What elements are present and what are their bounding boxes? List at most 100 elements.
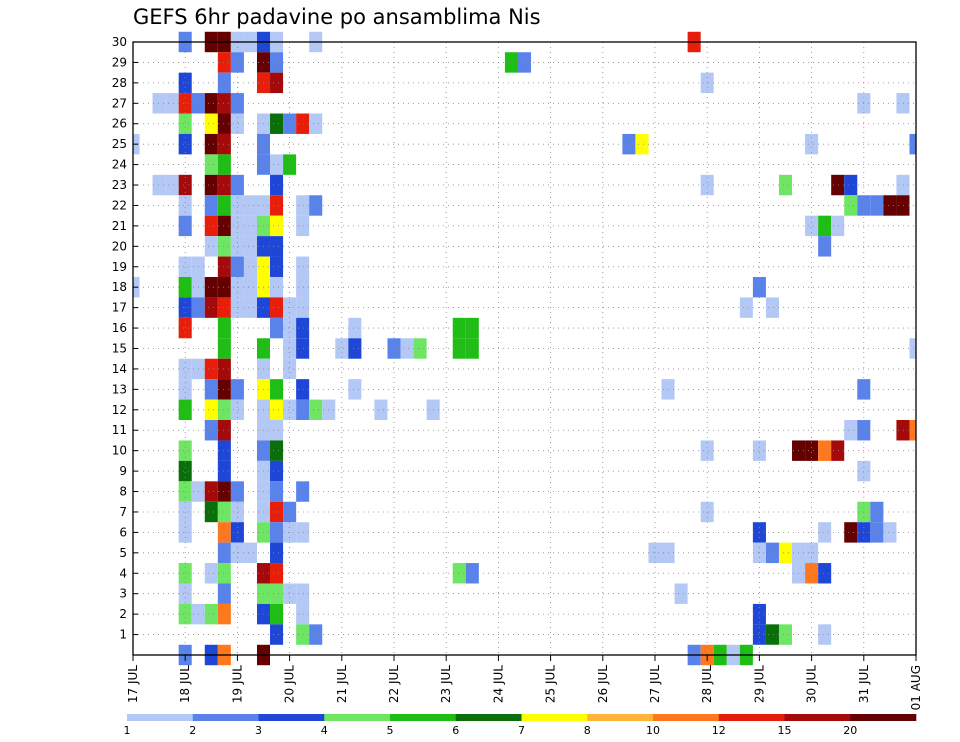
- heatmap-cell: [204, 501, 218, 523]
- heatmap-cell: [204, 195, 218, 216]
- colorbar-swatch: [127, 714, 194, 721]
- heatmap-cell: [204, 133, 218, 155]
- heatmap-cell: [296, 338, 310, 359]
- heatmap-cell: [831, 215, 845, 237]
- heatmap-cell: [178, 563, 192, 584]
- heatmap-cell: [400, 338, 414, 359]
- colorbar-swatch: [718, 714, 785, 721]
- heatmap-cell: [309, 399, 323, 421]
- heatmap-cell: [217, 195, 231, 216]
- colorbar-label: 2: [189, 724, 196, 737]
- heatmap-cell: [217, 440, 231, 461]
- heatmap-cell: [870, 195, 884, 216]
- heatmap-cell: [217, 133, 231, 155]
- heatmap-cell: [270, 379, 284, 400]
- y-tick-label: 30: [112, 35, 127, 49]
- heatmap-cell: [217, 215, 231, 237]
- heatmap-cell: [270, 174, 284, 196]
- heatmap-cell: [283, 583, 297, 604]
- heatmap-cell: [204, 603, 218, 625]
- heatmap-cell: [270, 276, 284, 298]
- heatmap-cell: [217, 379, 231, 400]
- heatmap-cell: [270, 195, 284, 216]
- heatmap-cell: [152, 174, 166, 196]
- heatmap-cell: [452, 317, 466, 339]
- heatmap-cell: [270, 236, 284, 257]
- heatmap-cell: [831, 440, 845, 461]
- heatmap-cell: [765, 624, 779, 645]
- heatmap-cell: [178, 133, 192, 155]
- heatmap-cell: [778, 542, 793, 564]
- heatmap-cell: [700, 440, 714, 461]
- heatmap-cell: [178, 501, 192, 523]
- y-tick-label: 5: [119, 546, 127, 560]
- heatmap-cell: [204, 276, 218, 298]
- heatmap-cell: [283, 317, 297, 339]
- heatmap-cell: [178, 481, 192, 502]
- y-tick-label: 19: [112, 260, 127, 274]
- heatmap-cell: [283, 501, 297, 523]
- heatmap-cell: [283, 358, 297, 380]
- colorbar-swatch: [784, 714, 851, 721]
- heatmap-cell: [270, 420, 284, 441]
- y-tick-label: 16: [112, 321, 127, 335]
- y-tick-label: 6: [119, 525, 127, 539]
- y-tick-label: 4: [119, 566, 127, 580]
- heatmap-cell: [204, 358, 218, 380]
- y-tick-label: 15: [112, 342, 127, 356]
- heatmap-cell: [296, 379, 310, 400]
- heatmap-cell: [152, 93, 166, 114]
- heatmap-cell: [348, 317, 362, 339]
- heatmap-cell: [883, 522, 897, 543]
- heatmap-cell: [204, 481, 218, 502]
- heatmap-cell: [896, 195, 910, 216]
- heatmap-cell: [752, 440, 766, 461]
- heatmap-cell: [739, 297, 753, 318]
- heatmap-cell: [870, 522, 884, 543]
- heatmap-cell: [296, 276, 310, 298]
- heatmap-cell: [296, 603, 310, 625]
- heatmap-cell: [230, 256, 244, 277]
- heatmap-cell: [204, 236, 218, 257]
- x-tick-label: 17 JUL: [126, 665, 140, 703]
- y-tick-label: 25: [112, 137, 127, 151]
- heatmap-cell: [805, 215, 819, 237]
- heatmap-cell: [805, 440, 819, 461]
- x-tick-label: 18 JUL: [178, 665, 192, 703]
- heatmap-cell: [413, 338, 427, 359]
- colorbar-label: 20: [843, 724, 857, 737]
- colorbar-label: 3: [255, 724, 262, 737]
- heatmap-cell: [270, 460, 284, 482]
- heatmap-cell: [270, 297, 284, 318]
- heatmap-cell: [765, 297, 779, 318]
- heatmap-cell: [230, 174, 244, 196]
- heatmap-cell: [452, 338, 466, 359]
- colorbar-swatch: [521, 714, 588, 721]
- heatmap-cell: [204, 563, 218, 584]
- heatmap-cell: [178, 174, 192, 196]
- heatmap-cell: [909, 338, 916, 359]
- heatmap-cell: [818, 215, 832, 237]
- heatmap-cell: [270, 501, 284, 523]
- heatmap-cell: [270, 542, 284, 564]
- heatmap-cell: [296, 256, 310, 277]
- heatmap-cell: [204, 154, 218, 175]
- heatmap-cell: [283, 338, 297, 359]
- x-tick-label: 20 JUL: [283, 665, 297, 703]
- heatmap-cell: [883, 195, 897, 216]
- heatmap-cell: [217, 583, 231, 604]
- heatmap-cell: [165, 93, 179, 114]
- heatmap-cell: [217, 236, 231, 257]
- heatmap-cell: [844, 174, 858, 196]
- heatmap-cell: [178, 215, 192, 237]
- colorbar-swatch: [390, 714, 457, 721]
- colorbar: 1 2 3 4 5 6 7 8 10 12 15 20: [124, 714, 917, 737]
- heatmap-cell: [217, 174, 231, 196]
- heatmap-cell: [230, 501, 244, 523]
- y-tick-label: 27: [112, 96, 127, 110]
- y-tick-label: 20: [112, 239, 127, 253]
- y-tick-label: 2: [119, 607, 127, 621]
- colorbar-swatch: [850, 714, 917, 721]
- colorbar-swatch: [258, 714, 325, 721]
- y-tick-label: 29: [112, 55, 127, 69]
